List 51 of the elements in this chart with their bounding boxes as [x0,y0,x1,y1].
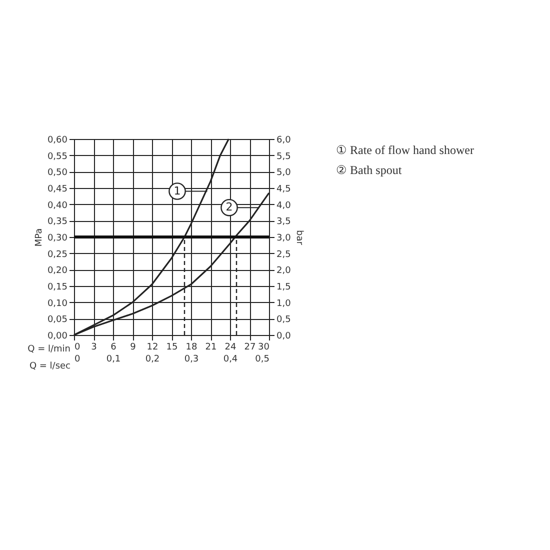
x-tick-label: 0 [74,342,80,352]
y2-tick-label: 4,5 [276,184,291,194]
y2-axis-title: bar [294,230,304,246]
y2-tick-label: 1,5 [276,282,291,292]
y-tick-label: 0,15 [47,282,68,292]
y2-tick-label: 0,5 [276,315,291,326]
x-tick-label: 18 [186,342,198,352]
y-tick-label: 0,45 [47,184,68,194]
y2-tick-label: 5,5 [276,152,291,162]
y-tick-label: 0,25 [47,250,68,260]
x2-axis-title: Q = l/sec [29,362,71,372]
text: ① Rate of flow hand shower [336,143,474,157]
y-tick-label: 0,20 [47,266,68,276]
y2-tick-label: 0,0 [276,332,292,342]
y-tick-label: 0,55 [47,152,68,162]
x-tick-label: 21 [205,342,217,352]
y-axis-title: MPa [34,228,44,247]
annotation: 1 [174,184,181,198]
x2-tick-label: 0,3 [184,354,199,364]
y2-tick-label: 3,5 [276,217,291,228]
y-tick-label: 0,50 [47,168,68,178]
y-tick-label: 0,40 [47,200,68,211]
y2-tick-label: 5,0 [276,168,292,178]
x-tick-label: 12 [146,342,158,352]
y2-tick-label: 6,0 [276,136,292,146]
y-tick-label: 0,30 [47,234,68,244]
x-tick-label: 27 [244,342,256,352]
text: ② Bath spout [336,163,402,177]
y-tick-label: 0,10 [47,298,68,309]
y-tick-label: 0,60 [47,136,68,146]
x2-tick-label: 0,4 [223,354,238,364]
y-tick-label: 0,05 [47,315,68,326]
y2-tick-label: 4,0 [276,200,292,211]
y2-tick-label: 1,0 [276,298,292,309]
x-tick-label: 9 [130,342,136,352]
x2-tick-label: 0,2 [145,354,160,364]
annotation: 2 [226,200,233,214]
x2-tick-label: 0,5 [255,354,270,364]
y2-tick-label: 2,0 [276,266,292,276]
x-tick-label: 6 [110,342,117,352]
y2-tick-label: 3,0 [276,234,292,244]
x-tick-label: 24 [224,342,236,352]
x-tick-label: 3 [91,342,97,352]
x2-tick-label: 0 [74,354,80,364]
y-tick-label: 0,35 [47,217,68,228]
x-axis-title: Q = l/min [28,344,70,354]
x-tick-label: 30 [258,342,270,352]
x-tick-label: 15 [166,342,178,352]
y2-tick-label: 2,5 [276,250,291,260]
y-tick-label: 0,00 [47,332,68,342]
x2-tick-label: 0,1 [106,354,121,364]
